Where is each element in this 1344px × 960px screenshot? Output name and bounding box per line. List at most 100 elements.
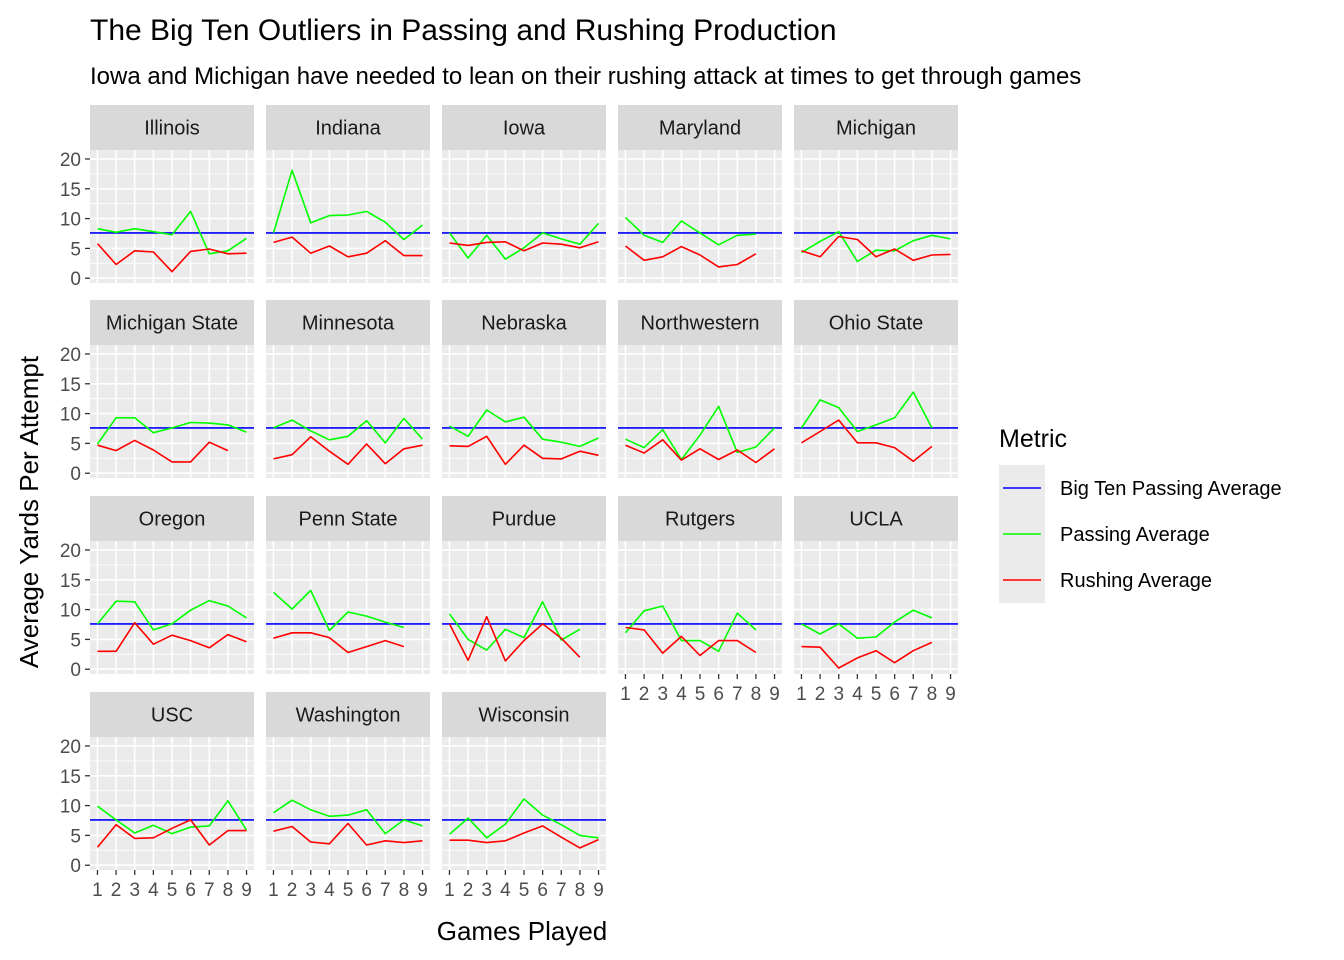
facet-label: Michigan (836, 118, 916, 140)
y-tick-label: 15 (60, 180, 81, 201)
facet-label: Purdue (492, 509, 557, 531)
x-tick-label: 4 (852, 684, 863, 705)
facet-strip (266, 692, 430, 737)
legend-label-big-ten-passing-average: Big Ten Passing Average (1060, 478, 1282, 500)
rushing-average-line (273, 631, 405, 654)
facet-strip (90, 692, 254, 737)
passing-average-line (801, 609, 933, 640)
x-tick-label: 8 (399, 880, 410, 901)
panel-washington: Washington 1 2 3 4 5 6 7 8 9 (266, 692, 430, 901)
x-tick-label: 3 (481, 880, 492, 901)
x-tick-label: 6 (361, 880, 372, 901)
x-tick-label: 9 (241, 880, 252, 901)
y-axis-title: Average Yards Per Attempt (14, 355, 44, 668)
x-tick-label: 2 (815, 684, 826, 705)
facet-strip (618, 105, 782, 150)
x-tick-label: 3 (305, 880, 316, 901)
facet-label: Northwestern (641, 313, 760, 335)
facet-strip (90, 300, 254, 345)
x-tick-label: 9 (593, 880, 604, 901)
facet-strip (266, 300, 430, 345)
panel-rutgers: Rutgers 1 2 3 4 5 6 7 8 9 (618, 496, 782, 705)
x-tick-label: 6 (713, 684, 724, 705)
legend-label-rushing-average: Rushing Average (1060, 570, 1212, 592)
y-tick-label: 20 (60, 345, 81, 366)
facet-label: Indiana (315, 118, 381, 140)
x-tick-label: 3 (129, 880, 140, 901)
facet-strip (442, 300, 606, 345)
x-tick-label: 9 (769, 684, 780, 705)
passing-average-line (448, 600, 581, 651)
y-tick-label: 0 (70, 464, 81, 485)
x-tick-label: 4 (148, 880, 159, 901)
passing-average-line (273, 799, 423, 835)
rushing-average-line (448, 615, 581, 662)
facet-strip (90, 105, 254, 150)
rushing-average-line (96, 819, 247, 848)
x-tick-label: 8 (223, 880, 234, 901)
panel-illinois: Illinois 0 5 10 15 20 (60, 105, 254, 290)
y-tick-label: 15 (60, 571, 81, 592)
facet-strip (266, 105, 430, 150)
facet-label: Rutgers (665, 509, 735, 531)
facet-label: Wisconsin (478, 705, 569, 727)
rushing-average-line (625, 626, 757, 657)
x-tick-label: 5 (695, 684, 706, 705)
facet-label: Nebraska (481, 313, 567, 335)
facet-label: Michigan State (106, 313, 238, 335)
facet-strip (794, 105, 958, 150)
facet-strip (618, 496, 782, 541)
x-tick-label: 8 (575, 880, 586, 901)
x-tick-label: 7 (556, 880, 567, 901)
x-tick-label: 7 (732, 684, 743, 705)
facet-label: Illinois (144, 118, 200, 140)
x-tick-label: 4 (676, 684, 687, 705)
x-tick-label: 9 (417, 880, 428, 901)
facet-strip (90, 496, 254, 541)
rushing-average-line (449, 435, 599, 466)
panel-penn-state: Penn State (266, 496, 430, 674)
facet-strip (794, 300, 958, 345)
facet-label: Oregon (139, 509, 206, 531)
x-tick-label: 6 (185, 880, 196, 901)
panel-nebraska: Nebraska (442, 300, 606, 478)
facet-label: Iowa (503, 118, 546, 140)
passing-average-line (449, 409, 599, 448)
panel-michigan: Michigan (794, 105, 958, 283)
facet-strip (794, 496, 958, 541)
facet-label: Ohio State (829, 313, 924, 335)
facet-strip (618, 300, 782, 345)
y-tick-label: 10 (60, 797, 81, 818)
y-tick-label: 20 (60, 541, 81, 562)
x-tick-label: 7 (380, 880, 391, 901)
chart-title: The Big Ten Outliers in Passing and Rush… (90, 14, 837, 47)
y-tick-label: 0 (70, 269, 81, 290)
y-tick-label: 10 (60, 210, 81, 231)
rushing-average-line (801, 641, 933, 669)
y-tick-label: 15 (60, 767, 81, 788)
rushing-average-line (625, 245, 757, 268)
x-tick-label: 1 (444, 880, 455, 901)
x-tick-label: 7 (908, 684, 919, 705)
rushing-average-line (625, 438, 775, 464)
y-tick-label: 5 (70, 826, 81, 847)
passing-average-line (272, 169, 423, 241)
x-tick-label: 1 (796, 684, 807, 705)
passing-average-line (448, 222, 600, 260)
facet-label: USC (151, 705, 193, 727)
rushing-average-line (273, 822, 423, 846)
chart-subtitle: Iowa and Michigan have needed to lean on… (90, 63, 1081, 90)
y-tick-label: 0 (70, 856, 81, 877)
x-tick-label: 5 (519, 880, 530, 901)
facet-label: Maryland (659, 118, 741, 140)
panel-oregon: Oregon 0 5 10 15 20 (60, 496, 254, 681)
x-tick-label: 8 (927, 684, 938, 705)
y-tick-label: 5 (70, 239, 81, 260)
x-tick-label: 4 (500, 880, 511, 901)
rushing-average-line (273, 435, 423, 466)
passing-average-line (96, 416, 247, 445)
y-tick-label: 5 (70, 434, 81, 455)
